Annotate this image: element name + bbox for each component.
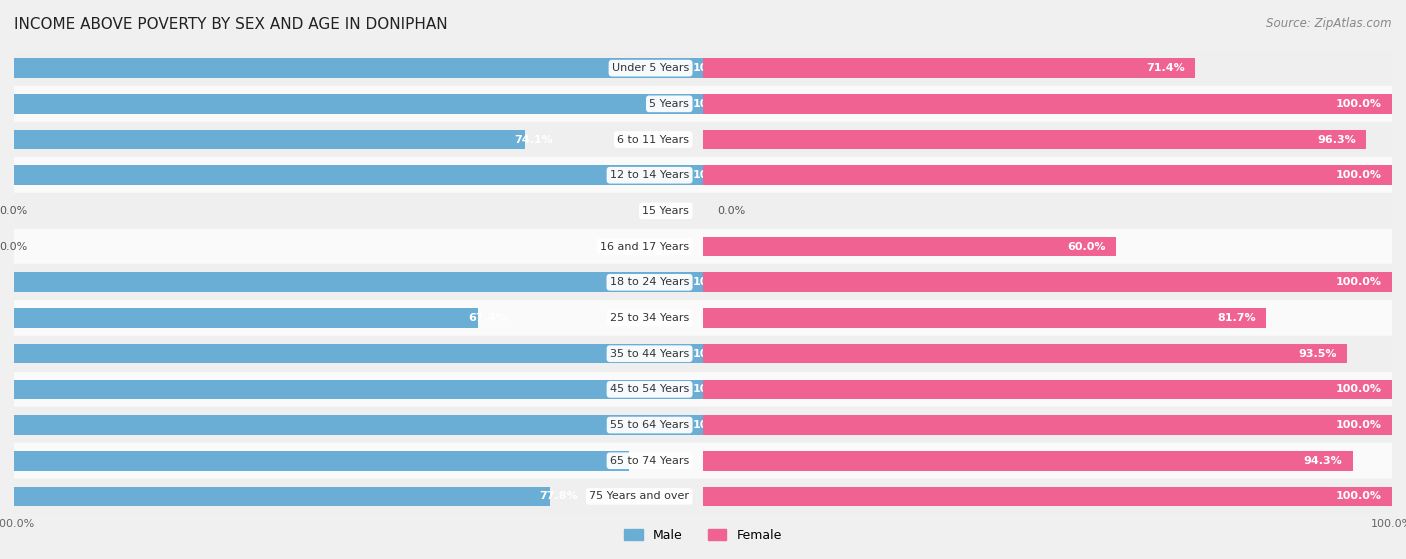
Text: 0.0%: 0.0%: [0, 241, 28, 252]
Text: 15 Years: 15 Years: [643, 206, 689, 216]
Text: 100.0%: 100.0%: [693, 349, 738, 359]
Text: 100.0%: 100.0%: [1336, 170, 1382, 180]
Text: 100.0%: 100.0%: [1336, 277, 1382, 287]
Text: 75 Years and over: 75 Years and over: [589, 491, 689, 501]
Bar: [703, 380, 1392, 399]
Text: 77.8%: 77.8%: [540, 491, 578, 501]
Text: 18 to 24 Years: 18 to 24 Years: [610, 277, 689, 287]
Bar: [14, 122, 703, 158]
Bar: [703, 264, 1392, 300]
Bar: [14, 229, 703, 264]
Text: 100.0%: 100.0%: [693, 277, 738, 287]
Bar: [703, 344, 1347, 363]
Text: 16 and 17 Years: 16 and 17 Years: [600, 241, 689, 252]
Text: 100.0%: 100.0%: [1336, 99, 1382, 109]
Text: INCOME ABOVE POVERTY BY SEX AND AGE IN DONIPHAN: INCOME ABOVE POVERTY BY SEX AND AGE IN D…: [14, 17, 447, 32]
Bar: [14, 165, 703, 185]
Bar: [703, 130, 1367, 149]
Bar: [703, 415, 1392, 435]
Bar: [14, 86, 703, 122]
Text: 100.0%: 100.0%: [693, 385, 738, 394]
Bar: [14, 372, 703, 407]
Bar: [703, 308, 1265, 328]
Bar: [14, 94, 703, 113]
Bar: [14, 443, 703, 479]
Text: 100.0%: 100.0%: [693, 420, 738, 430]
Bar: [14, 415, 703, 435]
Bar: [14, 380, 703, 399]
Bar: [14, 193, 703, 229]
Bar: [14, 308, 478, 328]
Bar: [703, 487, 1392, 506]
Bar: [14, 50, 703, 86]
Text: 93.5%: 93.5%: [1298, 349, 1337, 359]
Text: 65 to 74 Years: 65 to 74 Years: [610, 456, 689, 466]
Text: 0.0%: 0.0%: [717, 206, 745, 216]
Bar: [703, 372, 1392, 407]
Bar: [703, 94, 1392, 113]
Bar: [14, 487, 550, 506]
Bar: [703, 229, 1392, 264]
Text: 89.3%: 89.3%: [619, 456, 658, 466]
Text: Under 5 Years: Under 5 Years: [612, 63, 689, 73]
Text: 94.3%: 94.3%: [1303, 456, 1343, 466]
Bar: [14, 58, 703, 78]
Legend: Male, Female: Male, Female: [619, 524, 787, 547]
Text: 100.0%: 100.0%: [693, 63, 738, 73]
Text: 100.0%: 100.0%: [1336, 491, 1382, 501]
Bar: [703, 50, 1392, 86]
Bar: [14, 407, 703, 443]
Bar: [703, 451, 1353, 471]
Bar: [703, 272, 1392, 292]
Text: 6 to 11 Years: 6 to 11 Years: [617, 135, 689, 145]
Bar: [703, 165, 1392, 185]
Text: 74.1%: 74.1%: [515, 135, 553, 145]
Bar: [703, 237, 1116, 257]
Text: 96.3%: 96.3%: [1317, 135, 1357, 145]
Bar: [14, 336, 703, 372]
Bar: [703, 86, 1392, 122]
Bar: [14, 300, 703, 336]
Bar: [703, 122, 1392, 158]
Text: 55 to 64 Years: 55 to 64 Years: [610, 420, 689, 430]
Bar: [14, 264, 703, 300]
Text: 0.0%: 0.0%: [0, 206, 28, 216]
Bar: [703, 407, 1392, 443]
Text: 67.4%: 67.4%: [468, 313, 508, 323]
Bar: [703, 58, 1195, 78]
Bar: [703, 479, 1392, 514]
Bar: [14, 344, 703, 363]
Text: 5 Years: 5 Years: [650, 99, 689, 109]
Text: 35 to 44 Years: 35 to 44 Years: [610, 349, 689, 359]
Bar: [703, 193, 1392, 229]
Bar: [703, 336, 1392, 372]
Text: 100.0%: 100.0%: [1336, 385, 1382, 394]
Bar: [14, 479, 703, 514]
Text: 100.0%: 100.0%: [693, 99, 738, 109]
Text: 45 to 54 Years: 45 to 54 Years: [610, 385, 689, 394]
Bar: [703, 300, 1392, 336]
Text: Source: ZipAtlas.com: Source: ZipAtlas.com: [1267, 17, 1392, 30]
Bar: [14, 272, 703, 292]
Bar: [703, 443, 1392, 479]
Text: 100.0%: 100.0%: [1336, 420, 1382, 430]
Bar: [14, 130, 524, 149]
Text: 71.4%: 71.4%: [1146, 63, 1185, 73]
Text: 81.7%: 81.7%: [1218, 313, 1256, 323]
Bar: [703, 158, 1392, 193]
Bar: [14, 451, 630, 471]
Text: 12 to 14 Years: 12 to 14 Years: [610, 170, 689, 180]
Text: 25 to 34 Years: 25 to 34 Years: [610, 313, 689, 323]
Bar: [14, 158, 703, 193]
Text: 100.0%: 100.0%: [693, 170, 738, 180]
Text: 60.0%: 60.0%: [1067, 241, 1107, 252]
